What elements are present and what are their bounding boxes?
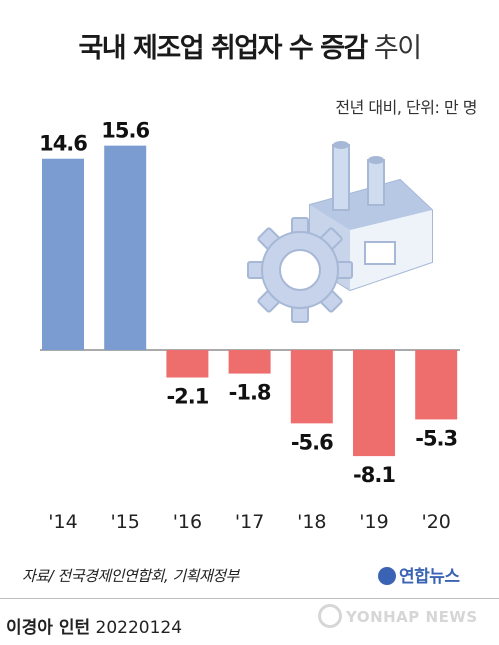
gear-icon [247, 217, 353, 323]
value-label-0: 14.6 [39, 132, 87, 156]
watermark-logo-icon [318, 604, 342, 628]
x-tick-labels-group: '14 '15 '16 '17 '18 '19 '20 [48, 511, 451, 533]
bar-6 [415, 350, 458, 420]
x-tick-label-6: '20 [421, 511, 450, 533]
x-tick-label-5: '19 [359, 511, 388, 533]
value-label-2: -2.1 [166, 385, 208, 409]
bar-2 [166, 350, 209, 378]
bars-group [42, 145, 458, 457]
x-tick-label-4: '18 [297, 511, 326, 533]
value-labels-group: 14.6 15.6 -2.1 -1.8 -5.6 -8.1 -5.3 [39, 119, 458, 487]
title-suffix: 추이 [373, 33, 422, 64]
bar-3 [228, 350, 271, 374]
yonhap-logo-icon [378, 567, 396, 585]
bar-0 [42, 158, 84, 350]
byline: 이경아 인턴 20220124 [6, 613, 182, 638]
value-label-6: -5.3 [415, 426, 457, 450]
title-main: 국내 제조업 취업자 수 증감 [78, 33, 368, 64]
bar-4 [290, 350, 333, 424]
date: 20220124 [95, 618, 183, 638]
value-label-1: 15.6 [101, 119, 149, 143]
source-note: 자료/ 전국경제인연합회, 기획재정부 [22, 567, 239, 585]
publisher-name: 연합뉴스 [399, 567, 460, 587]
publisher-logo: 연합뉴스 [378, 562, 460, 587]
value-label-4: -5.6 [291, 430, 333, 454]
chart-title: 국내 제조업 취업자 수 증감 추이 [0, 26, 499, 65]
bar-5 [353, 350, 395, 457]
x-tick-label-1: '15 [110, 511, 139, 533]
x-tick-label-2: '16 [173, 511, 202, 533]
x-tick-label-3: '17 [235, 511, 264, 533]
value-label-5: -8.1 [353, 463, 395, 487]
bar-1 [104, 145, 147, 350]
watermark: YONHAP NEWS [318, 604, 478, 628]
author: 이경아 인턴 [6, 618, 91, 638]
watermark-text: YONHAP NEWS [346, 608, 478, 626]
footer-divider [0, 598, 499, 599]
value-label-3: -1.8 [229, 381, 271, 405]
x-tick-label-0: '14 [48, 511, 77, 533]
unit-note: 전년 대비, 단위: 만 명 [335, 98, 477, 117]
